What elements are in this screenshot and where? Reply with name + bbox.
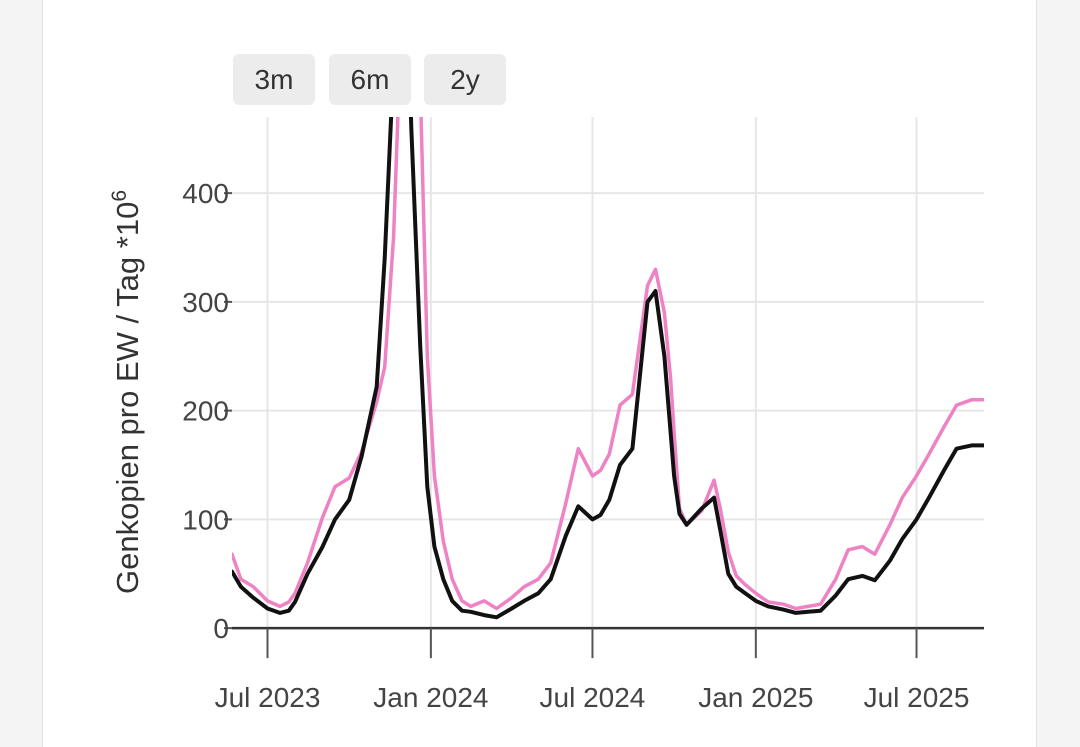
x-tick-label: Jul 2025 bbox=[864, 682, 970, 713]
x-axis: Jul 2023 Jan 2024 Jul 2024 Jan 2025 Jul 2025 bbox=[215, 628, 970, 713]
x-tick-label: Jul 2023 bbox=[215, 682, 321, 713]
series-group bbox=[232, 117, 984, 620]
series-line-2 bbox=[232, 117, 984, 620]
range-button-2y[interactable]: 2y bbox=[424, 54, 506, 105]
y-axis-title-text: Genkopien pro EW / Tag *10 bbox=[110, 202, 145, 594]
chart-card bbox=[42, 0, 1037, 747]
series-line-1 bbox=[232, 117, 984, 611]
grid bbox=[232, 117, 984, 639]
y-axis: 0 100 200 300 400 bbox=[182, 178, 232, 644]
x-tick-label: Jan 2024 bbox=[373, 682, 488, 713]
x-tick-label: Jul 2024 bbox=[540, 682, 646, 713]
y-tick-label: 300 bbox=[182, 287, 229, 318]
y-axis-title: Genkopien pro EW / Tag *106 bbox=[108, 190, 145, 594]
y-tick-label: 0 bbox=[213, 613, 229, 644]
y-tick-label: 200 bbox=[182, 396, 229, 427]
x-tick-label: Jan 2025 bbox=[698, 682, 813, 713]
y-axis-title-exponent: 6 bbox=[108, 190, 131, 202]
y-tick-label: 400 bbox=[182, 178, 229, 209]
y-tick-label: 100 bbox=[182, 504, 229, 535]
range-button-3m[interactable]: 3m bbox=[233, 54, 315, 105]
range-button-6m[interactable]: 6m bbox=[329, 54, 411, 105]
